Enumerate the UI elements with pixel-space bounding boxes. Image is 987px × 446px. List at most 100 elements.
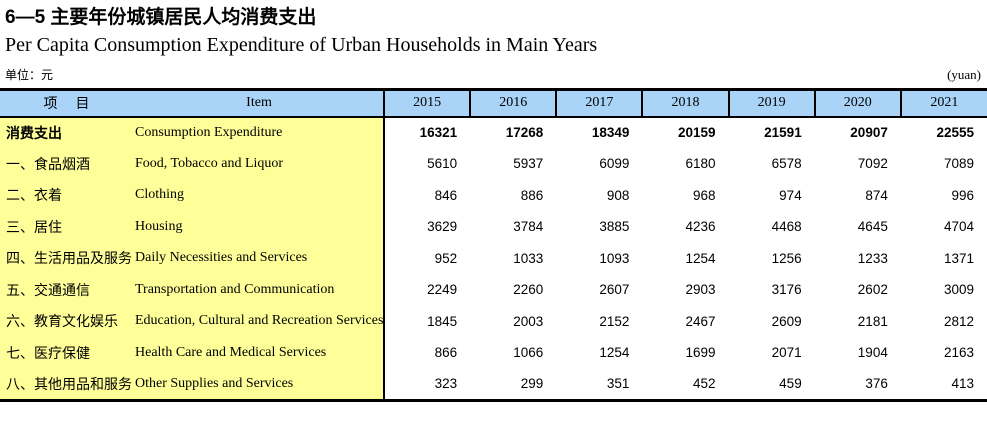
value-cell: 4236 — [685, 219, 716, 235]
year-header: 2020 — [813, 89, 901, 118]
row-label-chinese: 六、教育文化娱乐 — [0, 305, 135, 337]
value-cell: 1845 — [382, 305, 471, 337]
value-cell: 1033 — [513, 250, 544, 266]
value-cell: 5610 — [382, 148, 471, 180]
value-cell: 6180 — [685, 156, 716, 172]
value-cell: 20907 — [850, 125, 888, 141]
table-header-row: 项 目 Item 2015 2016 2017 2018 2019 2020 2021 — [0, 89, 987, 118]
table-row: 七、医疗保健 Health Care and Medical Services 86… — [0, 337, 987, 369]
value-cell: 2181 — [857, 313, 888, 329]
value-cell: 974 — [779, 187, 802, 203]
value-cell: 2071 — [771, 345, 802, 361]
value-cell: 1093 — [599, 250, 630, 266]
value-cell: 299 — [520, 376, 544, 391]
row-label-chinese: 八、其他用品和服务 — [0, 368, 135, 400]
table-row: 三、居住 Housing 3629 3784 3885 4236 4468 4645 4704 — [0, 211, 987, 243]
row-label-english: Education, Cultural and Recreation Servi… — [135, 305, 384, 337]
value-cell: 874 — [865, 187, 888, 203]
row-label-chinese: 四、生活用品及服务 — [0, 242, 135, 274]
row-label-chinese: 三、居住 — [0, 211, 135, 243]
table-row: 八、其他用品和服务 Other Supplies and Services 323 2… — [0, 368, 987, 400]
table-row: 二、衣着 Clothing 846 886 908 968 974 874 996 — [0, 179, 987, 211]
value-cell: 2602 — [857, 282, 888, 298]
value-cell: 3176 — [771, 282, 802, 298]
value-cell: 18349 — [591, 125, 630, 141]
value-cell: 866 — [382, 337, 471, 369]
row-label-chinese: 二、衣着 — [0, 179, 135, 211]
row-label-english: Clothing — [135, 179, 384, 211]
table-row: 五、交通通信 Transportation and Communication 22… — [0, 274, 987, 306]
value-cell: 2249 — [382, 274, 471, 306]
row-label-chinese: 消费支出 — [0, 116, 135, 148]
value-cell: 996 — [951, 187, 974, 203]
value-cell: 1256 — [771, 250, 802, 266]
value-cell: 2163 — [943, 345, 974, 361]
year-header: 2019 — [727, 89, 815, 118]
value-cell: 7092 — [857, 156, 888, 172]
unit-label-chinese: 单位：元 — [5, 68, 54, 82]
value-cell: 1371 — [943, 250, 974, 266]
row-label-english: Daily Necessities and Services — [135, 242, 384, 274]
value-cell: 16321 — [382, 116, 471, 148]
value-cell: 6099 — [599, 156, 630, 172]
unit-label-english: (yuan) — [947, 67, 981, 82]
consumption-expenditure-table: 项 目 Item 2015 2016 2017 2018 2019 2020 2021 消费… — [0, 88, 987, 402]
value-cell: 846 — [382, 179, 471, 211]
value-cell: 2003 — [513, 313, 544, 329]
value-cell: 1066 — [513, 345, 544, 361]
value-cell: 376 — [865, 376, 888, 391]
row-label-chinese: 一、食品烟酒 — [0, 148, 135, 180]
value-cell: 21591 — [764, 125, 802, 141]
page-title-chinese: 6—5 主要年份城镇居民人均消费支出 — [5, 7, 317, 28]
value-cell: 3009 — [943, 282, 974, 298]
value-cell: 4645 — [857, 219, 888, 235]
row-label-english: Food, Tobacco and Liquor — [135, 148, 384, 180]
value-cell: 351 — [606, 376, 630, 391]
value-cell: 22555 — [936, 125, 974, 141]
page-title-english: Per Capita Consumption Expenditure of Ur… — [5, 34, 598, 56]
row-label-english: Health Care and Medical Services — [135, 337, 384, 369]
value-cell: 2607 — [599, 282, 630, 298]
row-label-english: Other Supplies and Services — [135, 368, 384, 400]
year-header: 2017 — [555, 89, 643, 118]
value-cell: 968 — [693, 187, 716, 203]
value-cell: 2152 — [599, 313, 630, 329]
row-label-chinese: 五、交通通信 — [0, 274, 135, 306]
value-cell: 1699 — [685, 345, 716, 361]
table-row: 一、食品烟酒 Food, Tobacco and Liquor 5610 5937 60… — [0, 148, 987, 180]
table-row: 六、教育文化娱乐 Education, Cultural and Recreati… — [0, 305, 987, 337]
header-item-en: Item — [135, 89, 384, 118]
row-label-english: Housing — [135, 211, 384, 243]
year-header: 2015 — [382, 89, 471, 118]
header-item-cn: 项 目 — [0, 89, 135, 118]
yearbook-page: 6—5 主要年份城镇居民人均消费支出 Per Capita Consumptio… — [0, 7, 987, 402]
value-cell: 5937 — [513, 156, 544, 172]
table-body: 消费支出 Consumption Expenditure 16321 17268 183… — [0, 116, 987, 400]
value-cell: 20159 — [678, 125, 716, 141]
value-cell: 1233 — [857, 250, 888, 266]
value-cell: 1904 — [857, 345, 888, 361]
value-cell: 3629 — [382, 211, 471, 243]
value-cell: 3885 — [599, 219, 630, 235]
value-cell: 952 — [382, 242, 471, 274]
value-cell: 886 — [520, 187, 544, 203]
row-label-english: Transportation and Communication — [135, 274, 384, 306]
value-cell: 908 — [606, 187, 630, 203]
row-label-english: Consumption Expenditure — [135, 116, 384, 148]
table-head: 项 目 Item 2015 2016 2017 2018 2019 2020 2021 — [0, 89, 987, 118]
year-header: 2021 — [899, 89, 987, 118]
table-row: 消费支出 Consumption Expenditure 16321 17268 183… — [0, 116, 987, 148]
value-cell: 6578 — [771, 156, 802, 172]
value-cell: 2260 — [513, 282, 544, 298]
value-cell: 323 — [382, 368, 471, 400]
value-cell: 4704 — [943, 219, 974, 235]
value-cell: 459 — [779, 376, 802, 391]
value-cell: 17268 — [505, 125, 544, 141]
value-cell: 1254 — [685, 250, 716, 266]
value-cell: 413 — [951, 376, 974, 391]
year-header: 2016 — [469, 89, 557, 118]
value-cell: 2609 — [771, 313, 802, 329]
value-cell: 4468 — [771, 219, 802, 235]
unit-row: 单位：元 (yuan) — [0, 66, 987, 83]
value-cell: 7089 — [943, 156, 974, 172]
